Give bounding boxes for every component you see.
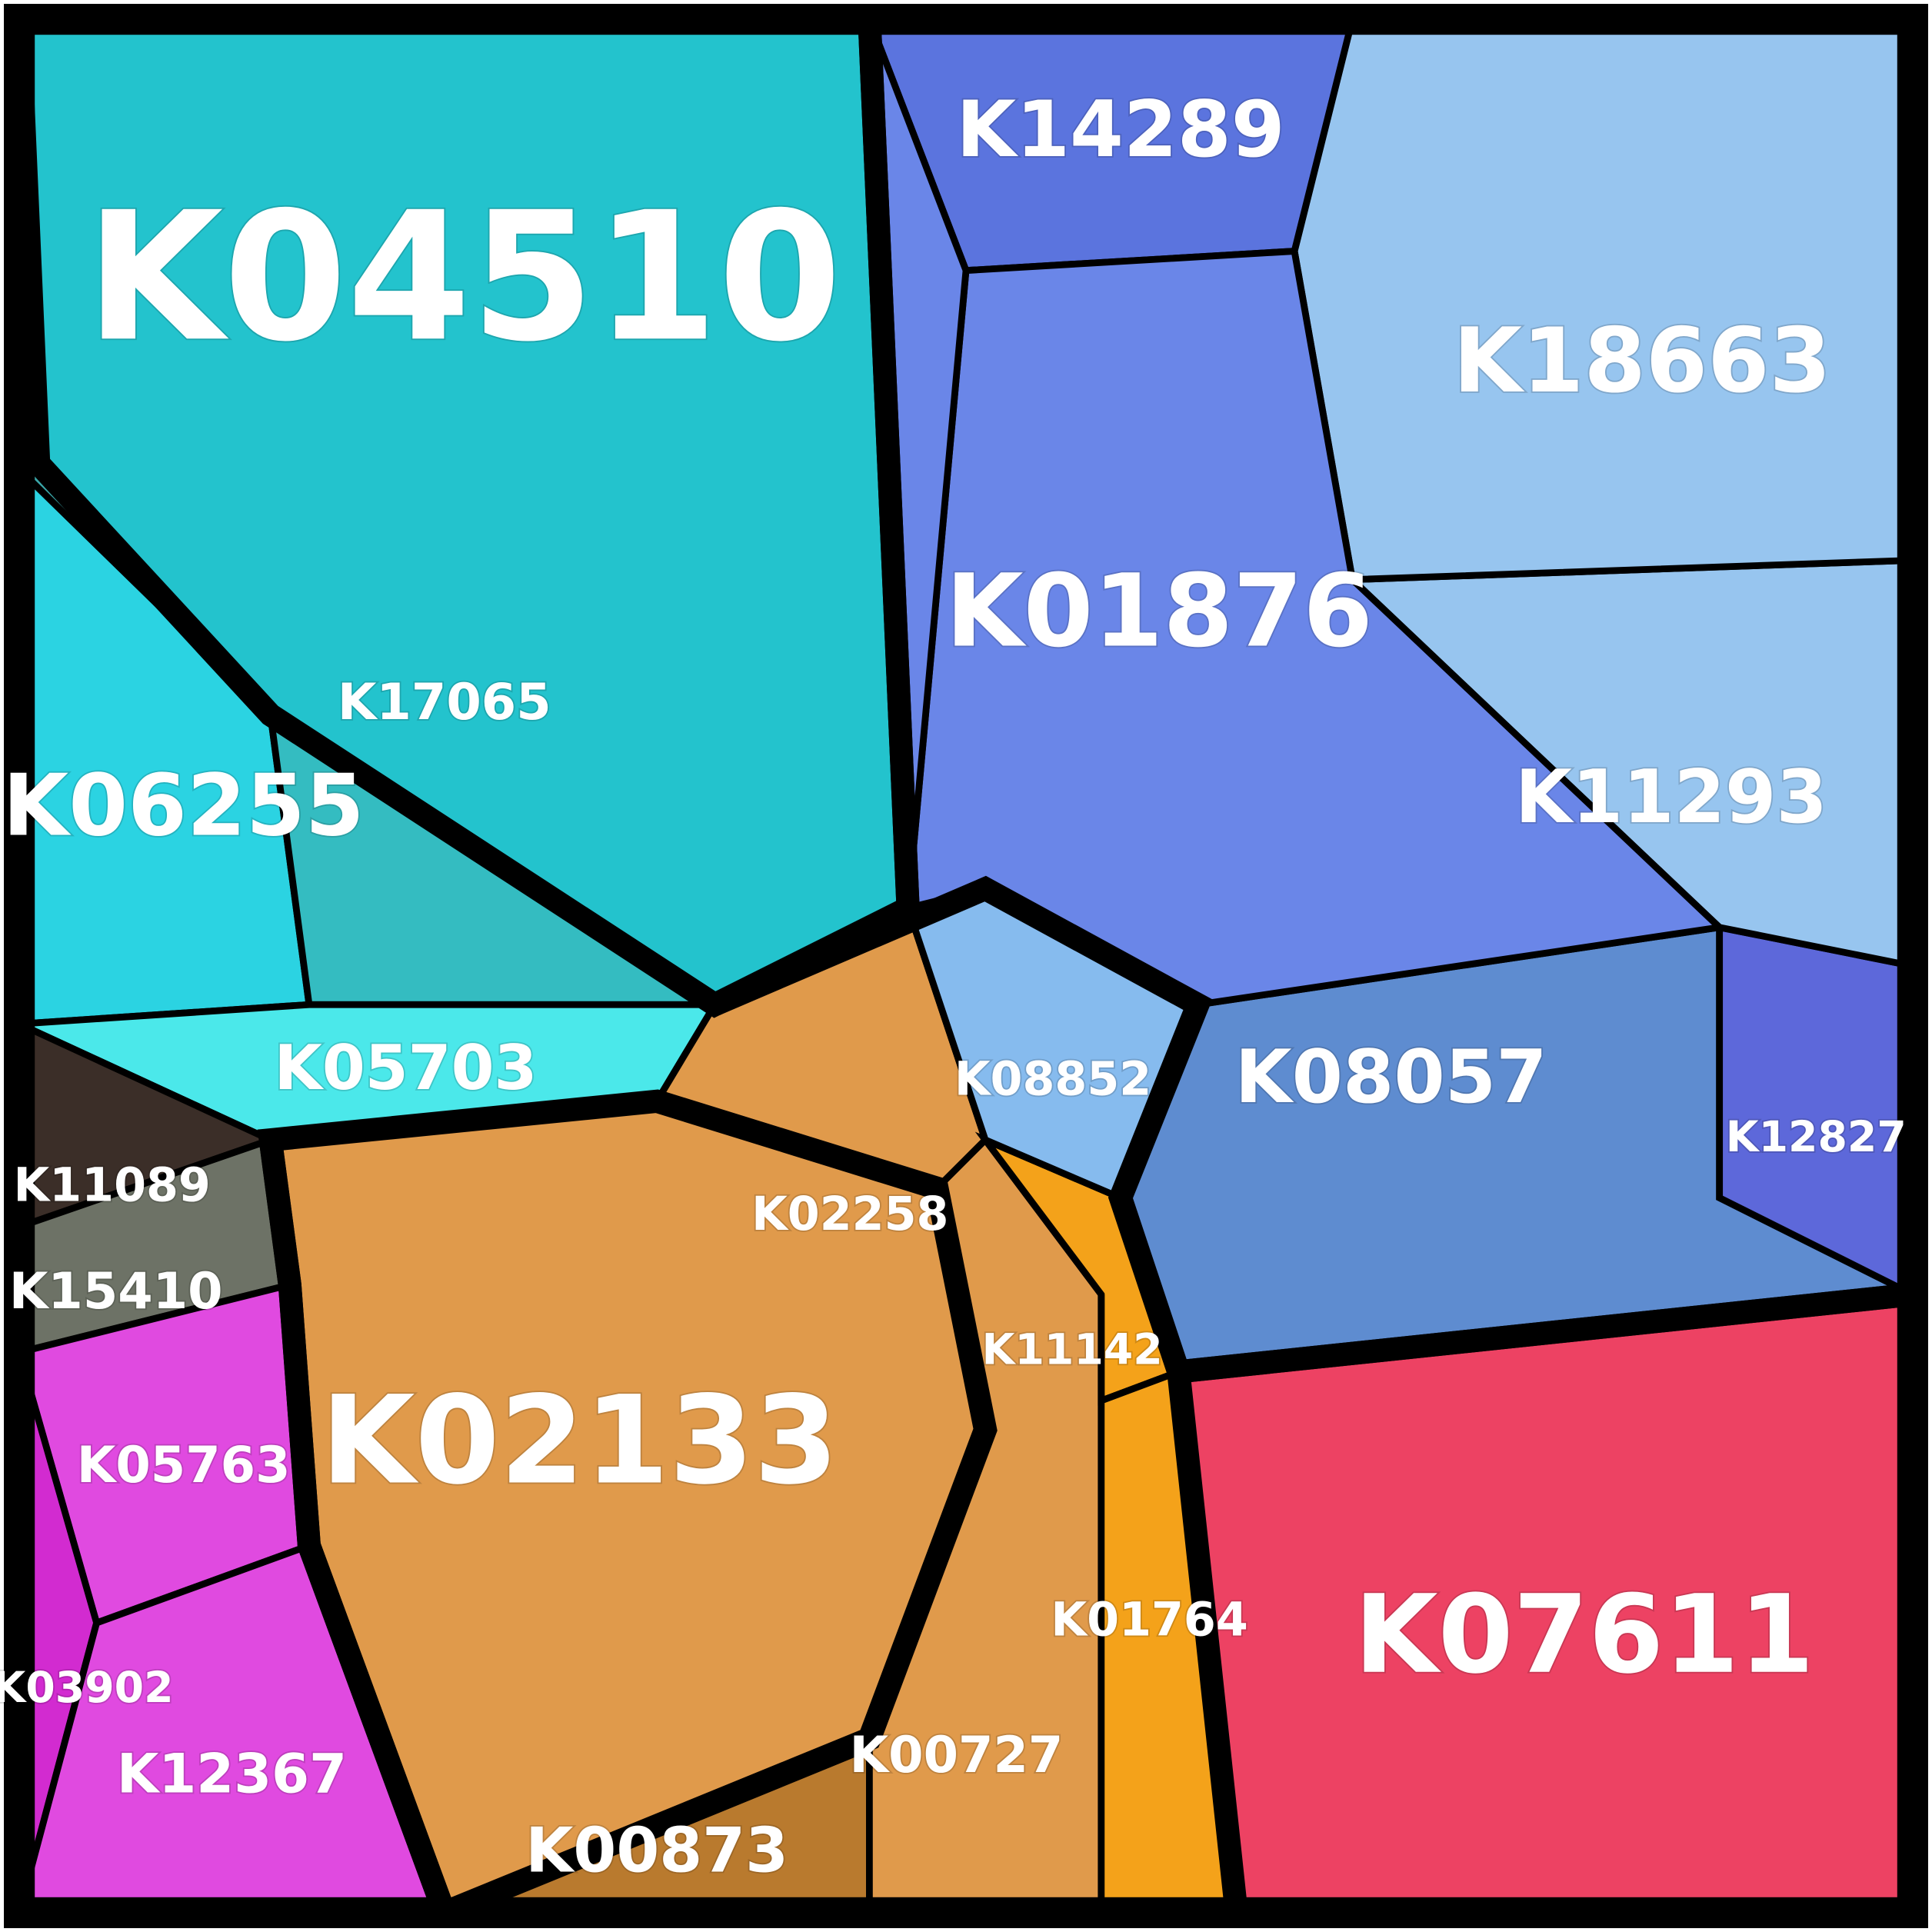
label-K02133: K02133: [321, 1370, 838, 1511]
label-K06255: K06255: [3, 756, 365, 855]
label-K01764: K01764: [1051, 1594, 1247, 1647]
label-K01876: K01876: [945, 552, 1373, 669]
label-K11142: K11142: [982, 1326, 1163, 1375]
label-K18663: K18663: [1453, 310, 1831, 413]
label-K05703: K05703: [275, 1031, 538, 1104]
label-K07611: K07611: [1354, 1572, 1814, 1698]
label-K12367: K12367: [117, 1743, 347, 1806]
label-K05763: K05763: [77, 1436, 291, 1494]
label-K11293: K11293: [1515, 754, 1827, 840]
label-K15410: K15410: [9, 1262, 223, 1321]
label-K02258: K02258: [751, 1188, 948, 1241]
label-K17065: K17065: [338, 673, 551, 731]
label-K00873: K00873: [525, 1814, 788, 1886]
label-K00727: K00727: [850, 1726, 1064, 1784]
label-K04510: K04510: [85, 173, 841, 381]
label-K11089: K11089: [14, 1158, 211, 1212]
label-K12827: K12827: [1726, 1113, 1907, 1162]
label-K08057: K08057: [1235, 1034, 1547, 1120]
label-K08852: K08852: [954, 1052, 1151, 1106]
label-K14289: K14289: [956, 85, 1284, 175]
label-K03902: K03902: [0, 1664, 174, 1713]
voronoi-treemap: K04510 K06255 K17065 K05703 K11089 K15410 K057…: [0, 0, 1932, 1932]
diagram-wrapper: K04510 K06255 K17065 K05703 K11089 K15410 K057…: [0, 0, 1932, 1932]
cell-K18663: [1294, 19, 1913, 579]
